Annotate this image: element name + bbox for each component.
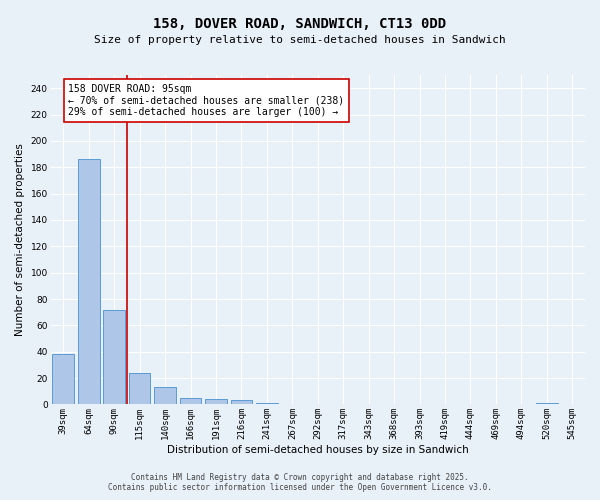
Bar xyxy=(52,354,74,405)
Bar xyxy=(205,399,227,404)
Bar xyxy=(78,160,100,404)
Bar xyxy=(154,388,176,404)
Text: 158, DOVER ROAD, SANDWICH, CT13 0DD: 158, DOVER ROAD, SANDWICH, CT13 0DD xyxy=(154,18,446,32)
X-axis label: Distribution of semi-detached houses by size in Sandwich: Distribution of semi-detached houses by … xyxy=(167,445,469,455)
Bar xyxy=(180,398,202,404)
Text: 158 DOVER ROAD: 95sqm
← 70% of semi-detached houses are smaller (238)
29% of sem: 158 DOVER ROAD: 95sqm ← 70% of semi-deta… xyxy=(68,84,344,117)
Text: Size of property relative to semi-detached houses in Sandwich: Size of property relative to semi-detach… xyxy=(94,35,506,45)
Bar xyxy=(230,400,252,404)
Text: Contains HM Land Registry data © Crown copyright and database right 2025.
Contai: Contains HM Land Registry data © Crown c… xyxy=(108,473,492,492)
Bar xyxy=(103,310,125,404)
Bar xyxy=(536,403,557,404)
Y-axis label: Number of semi-detached properties: Number of semi-detached properties xyxy=(15,144,25,336)
Bar xyxy=(256,403,278,404)
Bar xyxy=(129,373,151,404)
